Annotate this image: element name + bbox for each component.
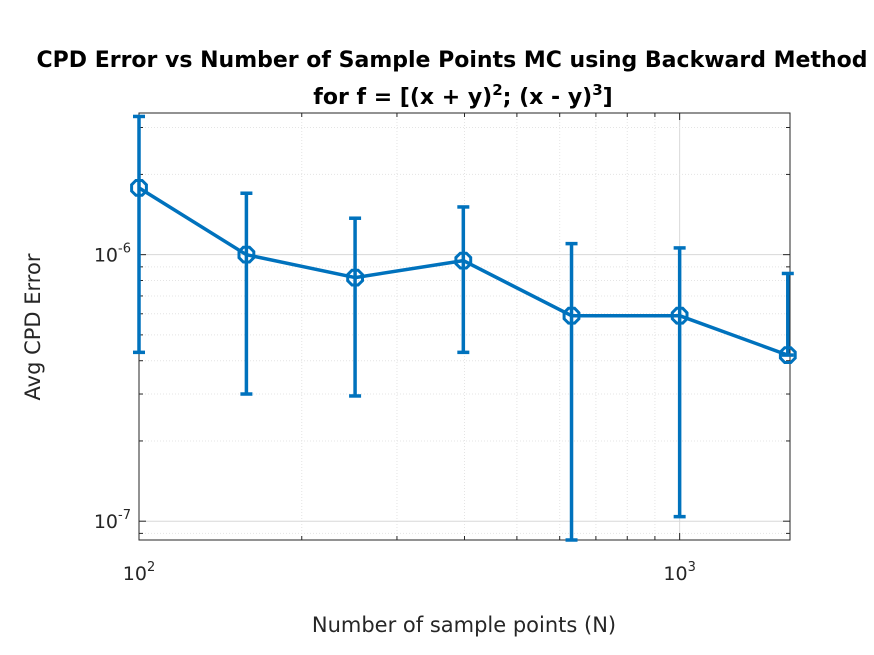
- data-point-marker: [670, 306, 689, 325]
- series-marks: [130, 114, 797, 542]
- data-point-marker: [346, 268, 364, 287]
- data-point-marker: [454, 251, 473, 270]
- x-tick-label: 103: [663, 560, 695, 585]
- data-point-marker: [778, 346, 797, 364]
- x-tick-label: 102: [123, 560, 155, 585]
- data-point-marker: [237, 245, 256, 264]
- data-point-marker: [130, 179, 148, 197]
- data-point-marker: [562, 306, 581, 325]
- axis-ticks: 102 103 10-7 10-6: [94, 113, 790, 585]
- x-axis-label: Number of sample points (N): [312, 613, 616, 637]
- chart-title-line2: for f = [(x + y)2; (x - y)3]: [313, 81, 612, 110]
- y-tick-label: 10-6: [94, 242, 131, 267]
- y-tick-label: 10-7: [94, 508, 131, 533]
- chart-title-line1: CPD Error vs Number of Sample Points MC …: [37, 48, 868, 73]
- y-axis-label: Avg CPD Error: [21, 253, 45, 400]
